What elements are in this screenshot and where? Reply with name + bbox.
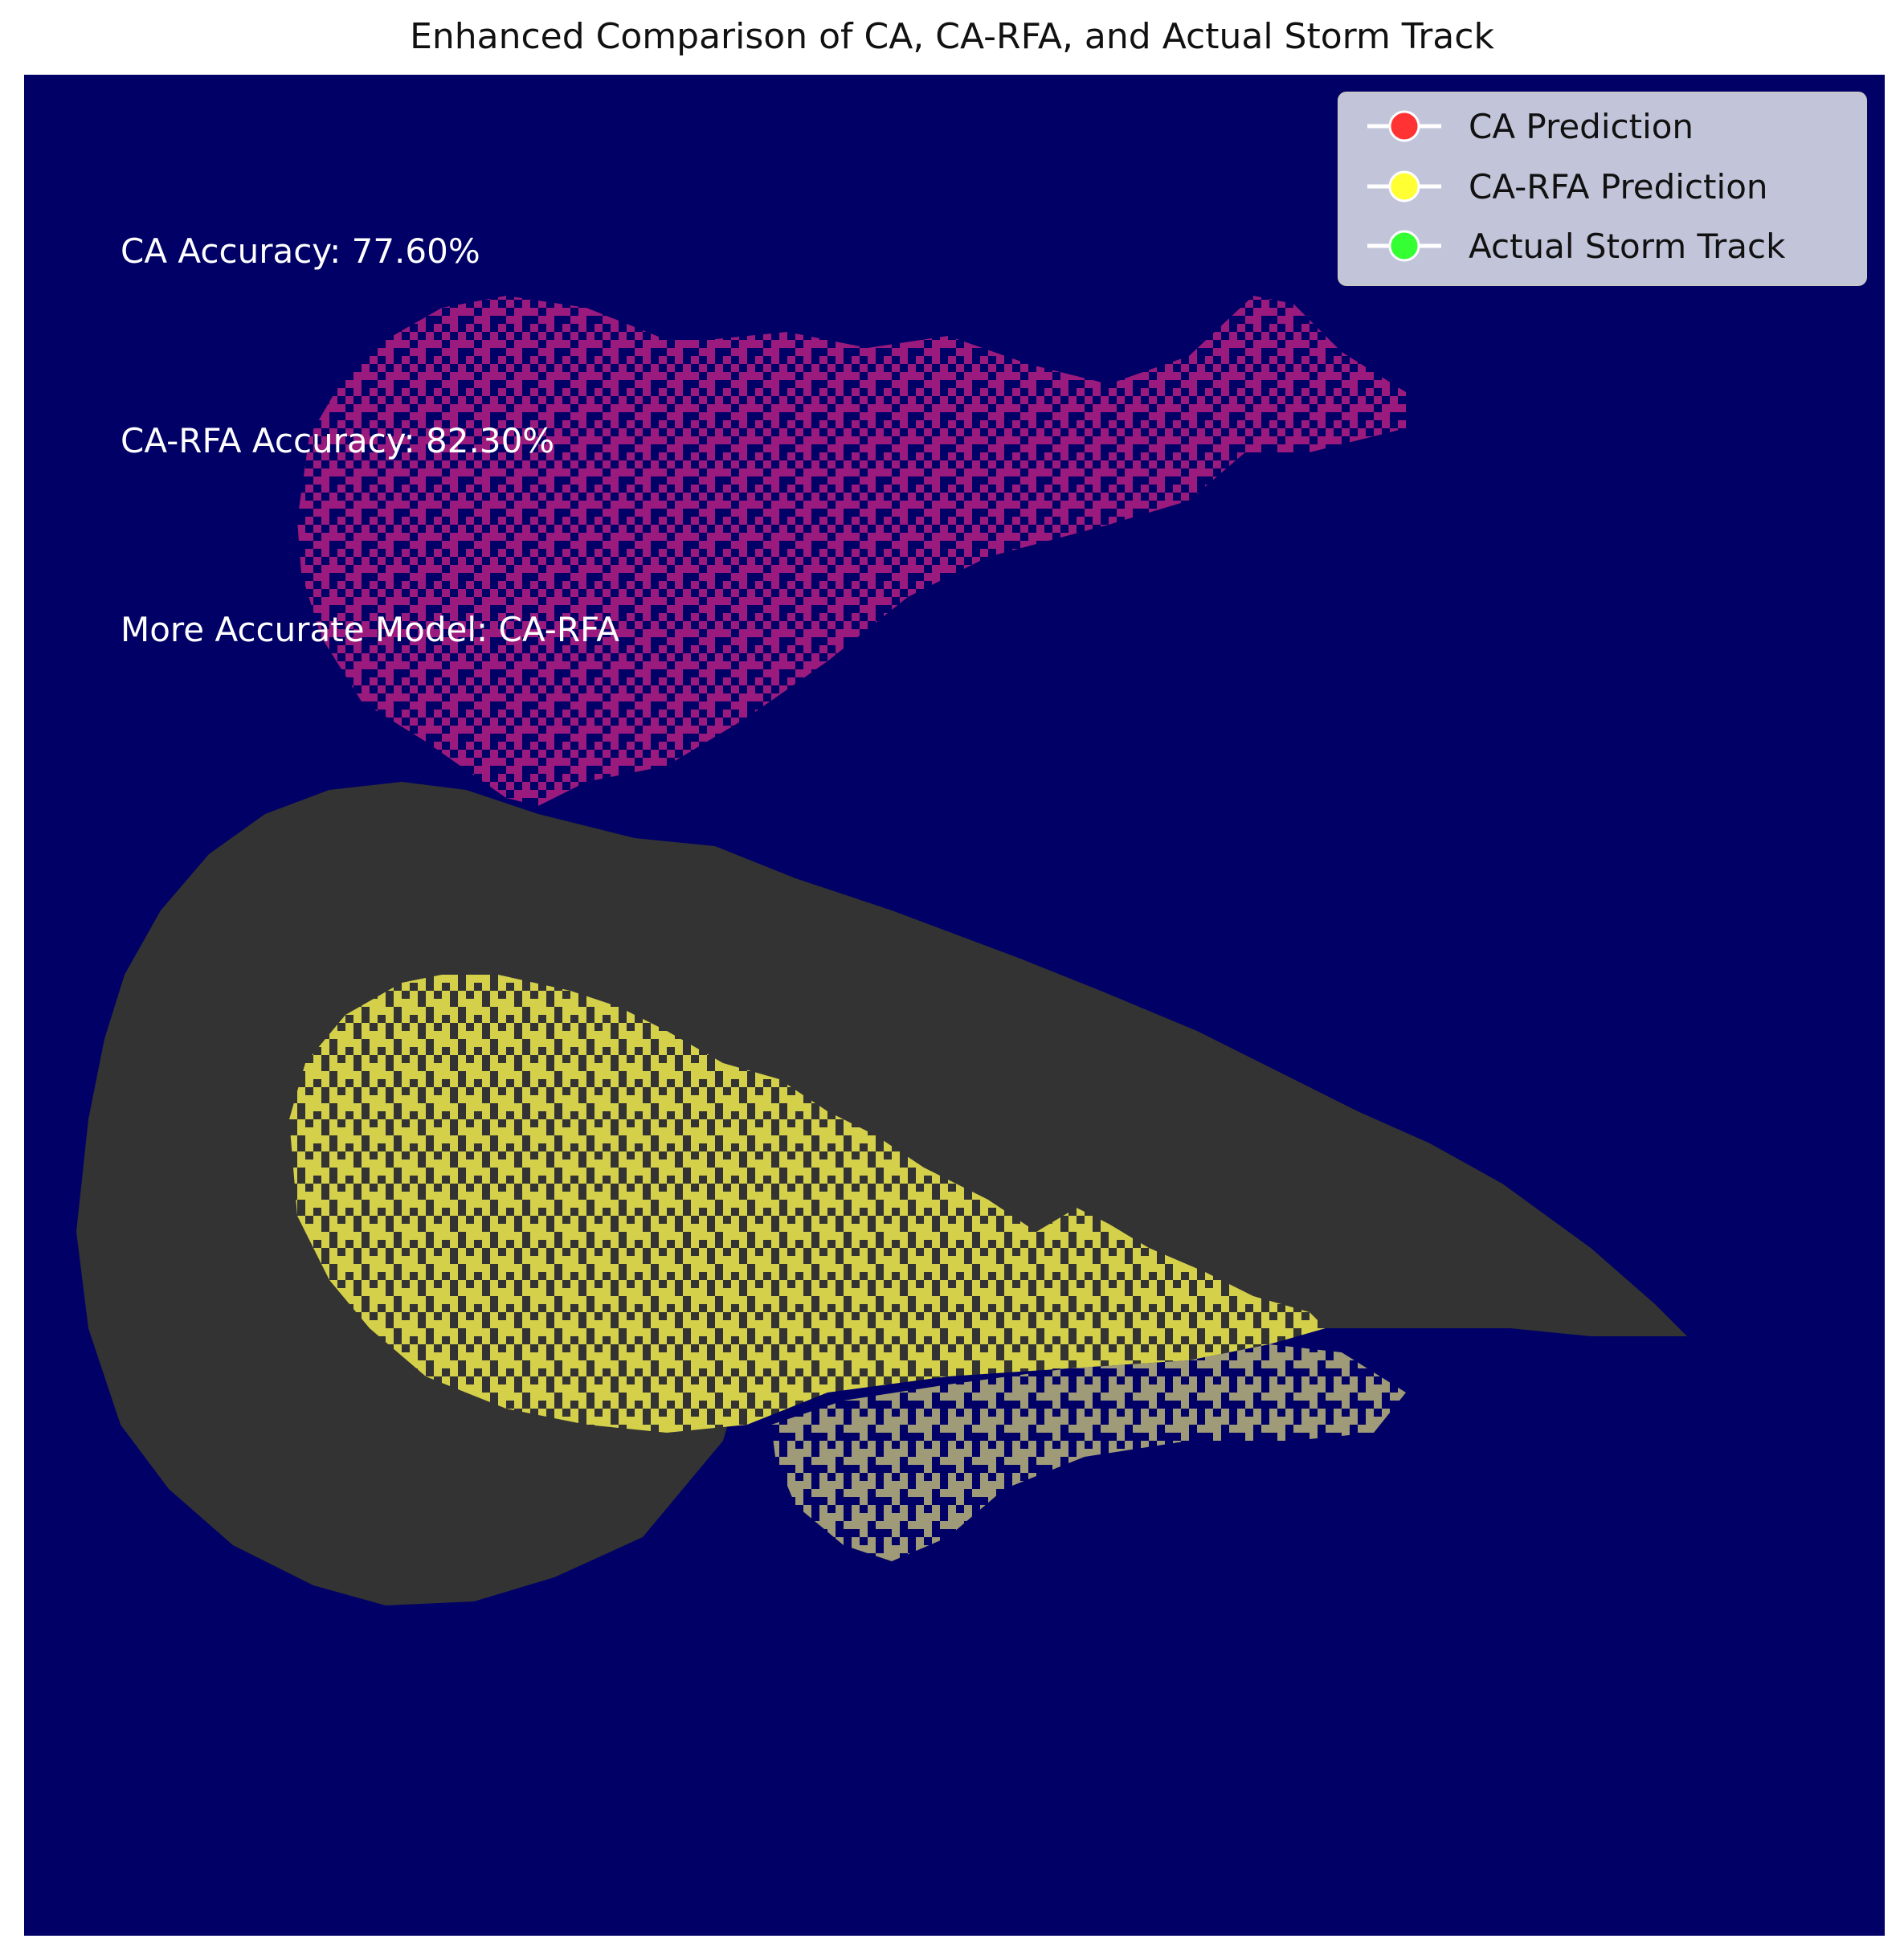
legend: CA Prediction CA-RFA Prediction Actual S…: [1338, 92, 1867, 286]
legend-label-actual-storm-track: Actual Storm Track: [1469, 227, 1786, 266]
storm-track-heatmap: CA Accuracy: 77.60% CA-RFA Accuracy: 82.…: [24, 75, 1885, 1936]
legend-entry-ca-prediction: CA Prediction: [1367, 107, 1694, 146]
chart-annotations: CA Accuracy: 77.60% CA-RFA Accuracy: 82.…: [121, 231, 619, 649]
ca-rfa-prediction-region: [289, 975, 1326, 1433]
annotation-more-accurate-model: More Accurate Model: CA-RFA: [121, 610, 619, 649]
ca-prediction-region: [297, 296, 1406, 806]
legend-box: [1338, 92, 1867, 286]
legend-entry-actual-storm-track: Actual Storm Track: [1367, 227, 1786, 266]
annotation-ca-accuracy: CA Accuracy: 77.60%: [121, 231, 480, 271]
legend-marker-ca-prediction: [1388, 110, 1420, 142]
annotation-ca-rfa-accuracy: CA-RFA Accuracy: 82.30%: [121, 421, 554, 460]
legend-label-ca-rfa-prediction: CA-RFA Prediction: [1469, 167, 1768, 207]
legend-entry-ca-rfa-prediction: CA-RFA Prediction: [1367, 167, 1768, 207]
legend-label-ca-prediction: CA Prediction: [1469, 107, 1694, 146]
overlap-region: [771, 1344, 1406, 1561]
legend-marker-actual-storm-track: [1388, 230, 1420, 262]
legend-marker-ca-rfa-prediction: [1388, 170, 1420, 202]
chart-title: Enhanced Comparison of CA, CA-RFA, and A…: [410, 16, 1494, 57]
